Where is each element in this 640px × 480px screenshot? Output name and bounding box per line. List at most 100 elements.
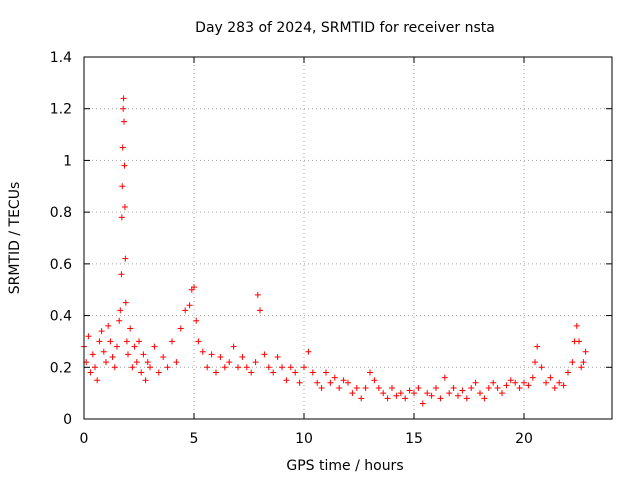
data-point bbox=[433, 384, 439, 391]
data-point bbox=[94, 377, 101, 384]
data-point bbox=[117, 307, 124, 314]
y-tick-label: 1 bbox=[63, 153, 72, 169]
data-point bbox=[243, 364, 250, 371]
x-tick-label: 5 bbox=[190, 431, 199, 447]
data-point bbox=[230, 343, 237, 350]
x-tick-label: 10 bbox=[295, 431, 313, 447]
data-point bbox=[92, 364, 98, 371]
data-point bbox=[100, 348, 107, 355]
data-point bbox=[287, 364, 294, 371]
data-point bbox=[397, 390, 404, 397]
data-point bbox=[314, 379, 321, 386]
data-point bbox=[459, 387, 466, 394]
data-point bbox=[424, 390, 431, 397]
y-tick-label: 0.2 bbox=[50, 360, 72, 376]
data-point bbox=[576, 338, 582, 345]
data-point bbox=[239, 353, 246, 360]
data-point bbox=[122, 255, 129, 262]
data-point bbox=[213, 369, 219, 376]
data-point bbox=[331, 374, 338, 381]
data-point bbox=[193, 317, 200, 324]
data-point bbox=[142, 377, 149, 384]
y-tick-label: 0.8 bbox=[50, 205, 72, 221]
data-point bbox=[340, 377, 347, 384]
data-point bbox=[534, 343, 541, 350]
data-point bbox=[481, 395, 488, 402]
data-point bbox=[160, 353, 167, 360]
data-point bbox=[547, 374, 554, 381]
data-point bbox=[169, 338, 175, 345]
data-point bbox=[235, 364, 241, 371]
data-point bbox=[96, 338, 103, 345]
data-point bbox=[580, 359, 587, 366]
data-point bbox=[221, 364, 228, 371]
data-point bbox=[362, 384, 369, 391]
data-point bbox=[415, 384, 422, 391]
data-point bbox=[402, 395, 409, 402]
data-point bbox=[204, 364, 211, 371]
x-axis-label: GPS time / hours bbox=[286, 458, 403, 474]
data-points bbox=[81, 95, 589, 407]
data-point bbox=[463, 395, 470, 402]
data-point bbox=[252, 359, 259, 366]
data-point bbox=[441, 374, 448, 381]
x-tick-label: 15 bbox=[405, 431, 423, 447]
data-point bbox=[389, 384, 395, 391]
data-point bbox=[173, 359, 180, 366]
data-point bbox=[208, 351, 215, 358]
data-point bbox=[393, 392, 400, 399]
plot-frame bbox=[83, 56, 613, 420]
data-point bbox=[477, 390, 483, 397]
data-point bbox=[512, 379, 519, 386]
data-point bbox=[499, 390, 505, 397]
data-point bbox=[118, 271, 125, 278]
data-point bbox=[133, 359, 140, 366]
data-point bbox=[254, 291, 261, 298]
data-point bbox=[472, 379, 479, 386]
data-point bbox=[89, 351, 96, 358]
data-point bbox=[120, 105, 127, 112]
y-tick-label: 0.4 bbox=[50, 309, 72, 325]
data-point bbox=[129, 364, 136, 371]
data-point bbox=[309, 369, 316, 376]
data-point bbox=[318, 384, 325, 391]
data-point bbox=[384, 395, 391, 402]
data-point bbox=[450, 384, 457, 391]
data-point bbox=[98, 328, 105, 335]
data-point bbox=[186, 302, 193, 309]
data-point bbox=[371, 377, 378, 384]
data-point bbox=[573, 322, 580, 329]
data-point bbox=[119, 183, 126, 190]
data-point bbox=[199, 348, 206, 355]
data-point bbox=[569, 359, 576, 366]
data-point bbox=[419, 400, 426, 407]
data-point bbox=[109, 353, 116, 360]
data-point bbox=[503, 382, 510, 389]
data-point bbox=[118, 214, 125, 221]
x-tick-label: 0 bbox=[80, 431, 89, 447]
y-axis-label: SRMTID / TECUs bbox=[7, 182, 23, 295]
data-point bbox=[177, 325, 184, 332]
data-point bbox=[147, 364, 153, 371]
data-point bbox=[336, 384, 343, 391]
data-point bbox=[131, 343, 138, 350]
data-point bbox=[107, 338, 114, 345]
data-point bbox=[543, 379, 549, 386]
data-point bbox=[257, 307, 263, 314]
data-point bbox=[375, 384, 382, 391]
data-point bbox=[349, 390, 356, 397]
data-point bbox=[226, 359, 233, 366]
y-tick-label: 1.2 bbox=[50, 102, 72, 118]
y-tick-label: 1.4 bbox=[50, 50, 72, 66]
data-point bbox=[485, 384, 492, 391]
data-point bbox=[261, 351, 268, 358]
data-point bbox=[507, 377, 514, 384]
data-point bbox=[248, 369, 255, 376]
data-point bbox=[468, 384, 475, 391]
data-point bbox=[516, 384, 523, 391]
data-point bbox=[87, 369, 94, 376]
data-point bbox=[122, 299, 129, 306]
data-point bbox=[411, 390, 417, 397]
data-point bbox=[121, 118, 128, 125]
data-point bbox=[195, 338, 202, 345]
